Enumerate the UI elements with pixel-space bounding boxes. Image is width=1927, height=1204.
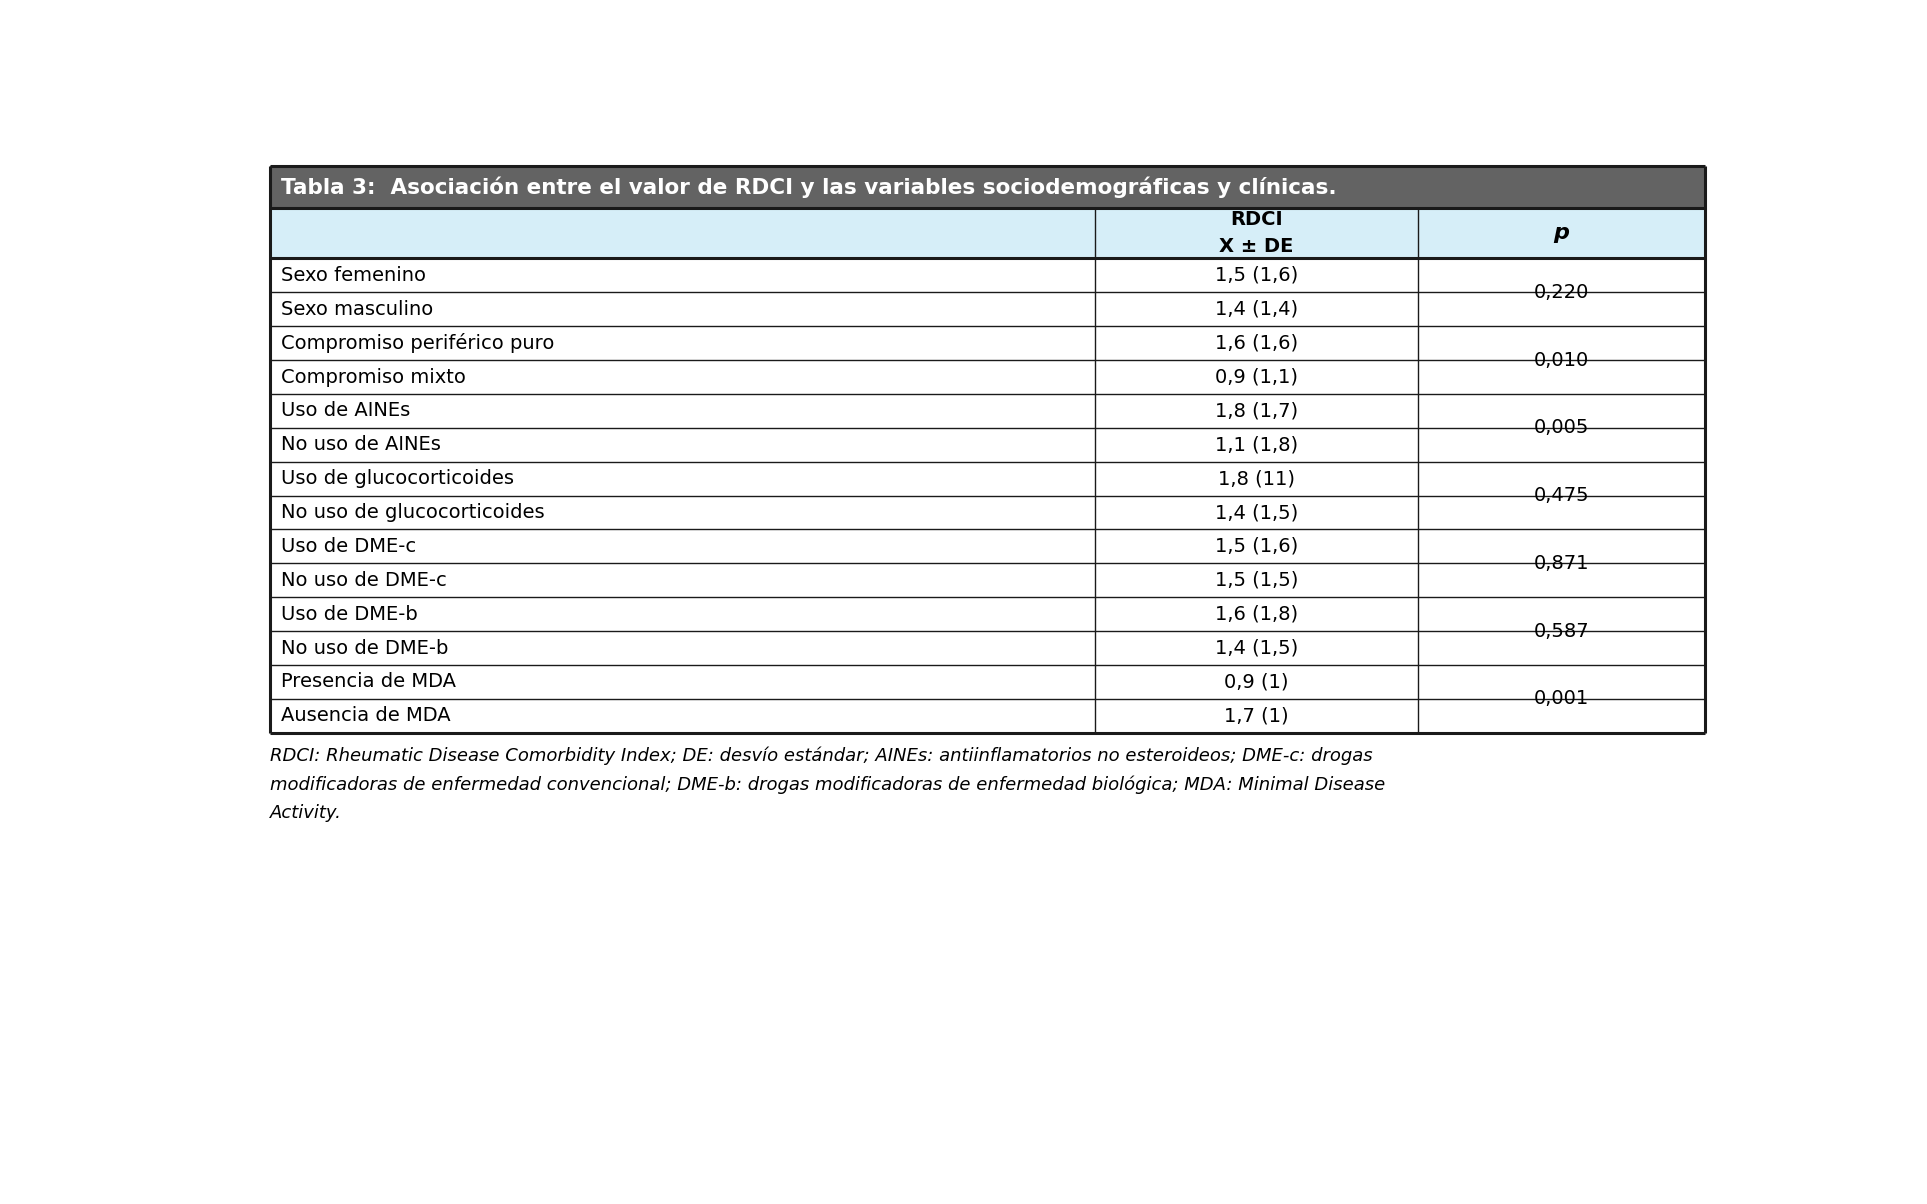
Text: 1,4 (1,4): 1,4 (1,4) bbox=[1216, 300, 1299, 319]
Text: 0,9 (1): 0,9 (1) bbox=[1224, 673, 1289, 691]
Text: Ausencia de MDA: Ausencia de MDA bbox=[281, 707, 451, 725]
Text: Tabla 3:  Asociación entre el valor de RDCI y las variables sociodemográficas y : Tabla 3: Asociación entre el valor de RD… bbox=[281, 176, 1337, 197]
Text: 1,6 (1,8): 1,6 (1,8) bbox=[1216, 604, 1299, 624]
Text: 1,8 (1,7): 1,8 (1,7) bbox=[1216, 401, 1299, 420]
Text: Compromiso periférico puro: Compromiso periférico puro bbox=[281, 334, 555, 353]
Text: 1,4 (1,5): 1,4 (1,5) bbox=[1214, 503, 1299, 523]
Text: 1,6 (1,6): 1,6 (1,6) bbox=[1216, 334, 1299, 353]
Text: 1,5 (1,6): 1,5 (1,6) bbox=[1214, 537, 1299, 556]
Text: 1,8 (11): 1,8 (11) bbox=[1218, 470, 1295, 488]
Text: 0,871: 0,871 bbox=[1534, 554, 1590, 573]
Text: 0,010: 0,010 bbox=[1534, 350, 1590, 370]
Text: 0,587: 0,587 bbox=[1534, 621, 1590, 641]
Text: Compromiso mixto: Compromiso mixto bbox=[281, 367, 466, 386]
Text: No uso de DME-c: No uso de DME-c bbox=[281, 571, 447, 590]
Text: RDCI: Rheumatic Disease Comorbidity Index; DE: desvío estándar; AINEs: antiinfla: RDCI: Rheumatic Disease Comorbidity Inde… bbox=[270, 746, 1386, 821]
Text: 1,5 (1,6): 1,5 (1,6) bbox=[1214, 266, 1299, 285]
Text: Uso de AINEs: Uso de AINEs bbox=[281, 401, 410, 420]
Bar bbox=[270, 207, 1705, 259]
Text: 0,9 (1,1): 0,9 (1,1) bbox=[1216, 367, 1299, 386]
Text: RDCI
X ± DE: RDCI X ± DE bbox=[1220, 211, 1293, 255]
Text: Presencia de MDA: Presencia de MDA bbox=[281, 673, 457, 691]
Text: 0,005: 0,005 bbox=[1534, 418, 1590, 437]
Text: 1,4 (1,5): 1,4 (1,5) bbox=[1214, 638, 1299, 657]
Text: Uso de DME-b: Uso de DME-b bbox=[281, 604, 418, 624]
Text: Sexo femenino: Sexo femenino bbox=[281, 266, 426, 285]
Text: Uso de DME-c: Uso de DME-c bbox=[281, 537, 416, 556]
Text: 1,1 (1,8): 1,1 (1,8) bbox=[1216, 436, 1299, 454]
Text: No uso de AINEs: No uso de AINEs bbox=[281, 436, 441, 454]
Text: Uso de glucocorticoides: Uso de glucocorticoides bbox=[281, 470, 515, 488]
Bar bbox=[270, 166, 1705, 207]
Text: p: p bbox=[1553, 223, 1569, 243]
Text: 0,001: 0,001 bbox=[1534, 690, 1590, 708]
Text: Sexo masculino: Sexo masculino bbox=[281, 300, 434, 319]
Text: No uso de glucocorticoides: No uso de glucocorticoides bbox=[281, 503, 545, 523]
Text: 1,7 (1): 1,7 (1) bbox=[1224, 707, 1289, 725]
Text: 1,5 (1,5): 1,5 (1,5) bbox=[1214, 571, 1299, 590]
Text: 0,475: 0,475 bbox=[1534, 486, 1590, 506]
Text: 0,220: 0,220 bbox=[1534, 283, 1590, 302]
Text: No uso de DME-b: No uso de DME-b bbox=[281, 638, 449, 657]
